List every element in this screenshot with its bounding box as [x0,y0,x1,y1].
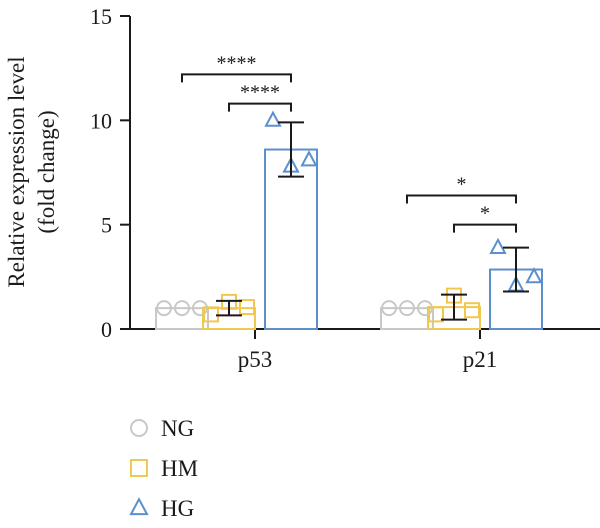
data-point [239,299,255,316]
significance-label: **** [217,52,257,74]
bar-ng-p21 [380,307,434,330]
data-points [156,110,543,323]
significance-brackets: ********** [181,52,517,233]
significance-bracket [181,73,292,83]
y-axis-title-line2: (fold change) [34,110,59,233]
data-point [264,110,282,127]
error-bars [216,121,529,321]
y-axis-title: Relative expression level (fold change) [4,56,59,287]
x-tick-label: p53 [238,347,273,372]
data-point [464,302,480,319]
data-point [525,267,543,284]
data-point [489,237,507,255]
data-point [156,300,172,317]
significance-bracket [228,102,292,112]
legend: NG HM HG [129,416,198,521]
axes: 0 5 10 15 p53 p21 [90,4,600,372]
legend-label-hg: HG [161,496,194,521]
bar-ng-p53 [155,307,209,330]
significance-bracket [453,223,517,233]
data-point [381,300,397,317]
legend-marker-hm [130,459,148,477]
data-point [399,300,415,317]
legend-marker-hg [129,497,149,516]
data-point [300,150,318,167]
data-point [174,300,190,317]
legend-label-ng: NG [161,416,194,441]
significance-label: * [480,203,490,225]
y-tick-label: 10 [90,108,112,133]
data-point [428,306,444,323]
data-point [203,306,219,323]
x-tick-label: p21 [463,347,498,372]
y-tick-label: 0 [101,317,112,342]
y-tick-label: 5 [101,213,112,238]
legend-label-hm: HM [161,456,198,481]
bars [155,148,543,330]
y-axis-title-line1: Relative expression level [4,56,29,287]
y-tick-label: 15 [90,4,112,29]
legend-marker-ng [130,419,148,437]
significance-bracket [406,194,517,204]
significance-label: * [457,173,467,195]
significance-label: **** [240,82,280,104]
